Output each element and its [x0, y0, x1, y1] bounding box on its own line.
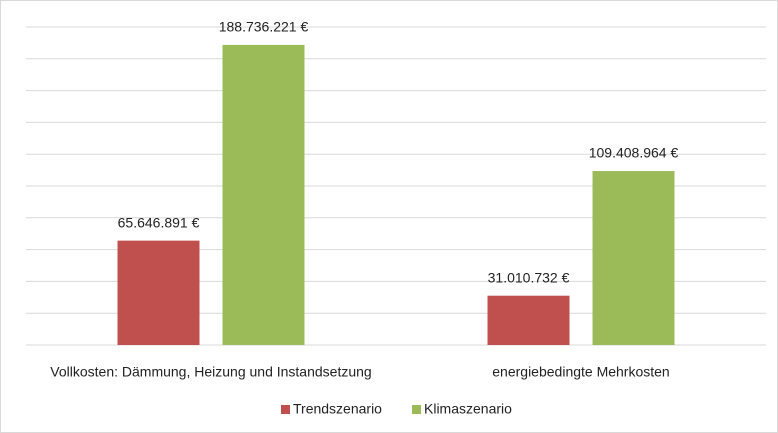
- bar: [222, 44, 305, 345]
- data-label: 31.010.732 €: [488, 269, 570, 285]
- legend-swatch: [281, 405, 290, 414]
- x-tick-label: Vollkosten: Dämmung, Heizung und Instand…: [50, 364, 371, 380]
- legend-label: Klimaszenario: [424, 401, 512, 417]
- data-label: 65.646.891 €: [118, 214, 200, 230]
- bar: [487, 295, 570, 345]
- bar: [592, 171, 675, 345]
- data-label: 188.736.221 €: [219, 19, 309, 35]
- data-label: 109.408.964 €: [589, 145, 679, 161]
- bar: [117, 240, 200, 345]
- legend-label: Trendszenario: [293, 401, 382, 417]
- x-tick-label: energiebedingte Mehrkosten: [492, 364, 669, 380]
- legend-swatch: [412, 405, 421, 414]
